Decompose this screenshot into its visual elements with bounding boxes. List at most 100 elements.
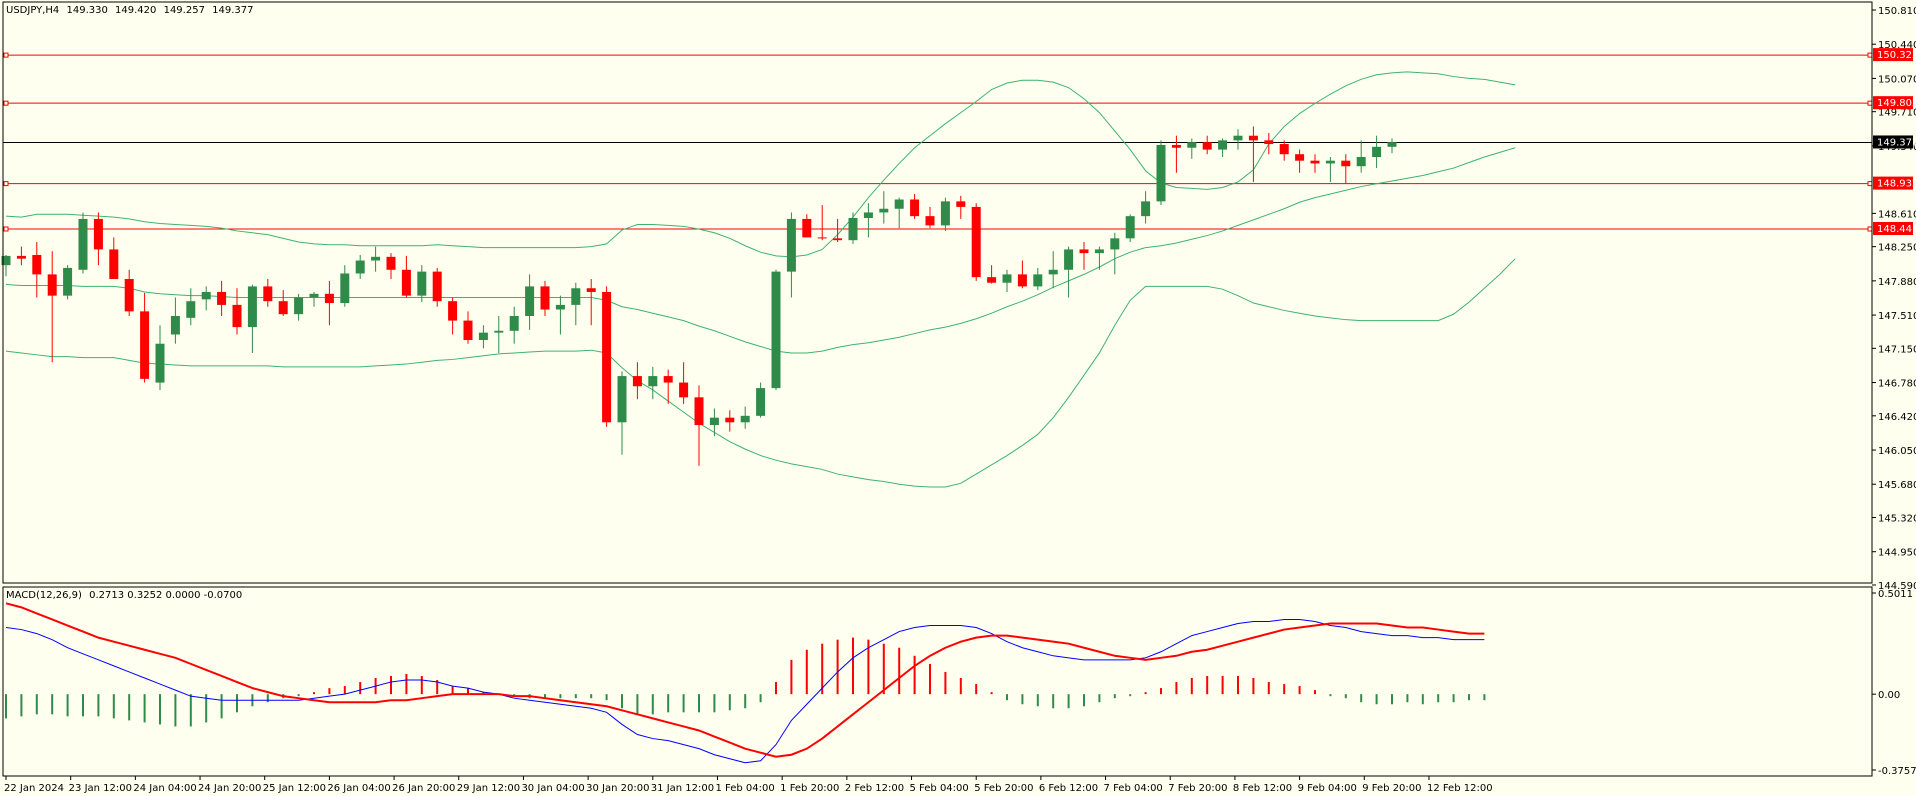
candle-body xyxy=(602,291,612,423)
candle-body xyxy=(1233,135,1243,141)
candle-body xyxy=(848,217,858,241)
candle-body xyxy=(786,218,796,272)
time-label: 26 Jan 04:00 xyxy=(327,783,390,794)
candle-body xyxy=(494,330,504,333)
candle-body xyxy=(47,274,57,296)
price-tick-label: 146.780 xyxy=(1878,379,1916,390)
macd-tick-label: 0.5011 xyxy=(1878,589,1913,600)
candle-body xyxy=(1110,238,1120,250)
level-marker xyxy=(1867,226,1873,232)
time-label: 2 Feb 12:00 xyxy=(845,783,904,794)
candle-body xyxy=(1264,140,1274,145)
candle-body xyxy=(1218,140,1228,150)
candle-body xyxy=(709,417,719,426)
price-frame xyxy=(2,1,1873,584)
level-label: 148.932 xyxy=(1877,179,1916,190)
level-label: 150.322 xyxy=(1877,50,1916,61)
price-tick-label: 150.070 xyxy=(1878,74,1916,85)
level-marker xyxy=(3,52,9,58)
candle-body xyxy=(1033,274,1043,287)
candle-body xyxy=(694,397,704,426)
time-label: 29 Jan 12:00 xyxy=(457,783,520,794)
candle-body xyxy=(679,382,689,398)
candle-body xyxy=(586,288,596,292)
candle-body xyxy=(478,332,488,341)
candle-body xyxy=(1002,274,1012,283)
candle-body xyxy=(956,201,966,207)
candle-body xyxy=(1279,144,1289,155)
level-marker xyxy=(3,226,9,232)
candle-body xyxy=(340,273,350,304)
candle-body xyxy=(894,199,904,209)
candle-body xyxy=(1094,249,1104,254)
level-label: 149.802 xyxy=(1877,98,1916,109)
candle-body xyxy=(309,293,319,298)
candle-body xyxy=(1048,269,1058,275)
macd-frame xyxy=(2,586,1873,777)
candle-body xyxy=(571,288,581,305)
bollinger-lower xyxy=(5,258,1516,488)
candle-body xyxy=(971,206,981,278)
level-label-box xyxy=(1873,176,1913,190)
price-panel xyxy=(1,52,1873,488)
candle-body xyxy=(632,376,642,387)
candle-body xyxy=(925,216,935,226)
level-marker xyxy=(1867,181,1873,187)
candle-body xyxy=(740,415,750,423)
low-value: 149.257 xyxy=(163,5,205,16)
time-label: 8 Feb 12:00 xyxy=(1233,783,1292,794)
macd-values: 0.2713 0.3252 0.0000 -0.0700 xyxy=(89,590,243,601)
candle-body xyxy=(1248,135,1258,141)
candle-body xyxy=(879,208,889,213)
candle-body xyxy=(1325,160,1335,164)
candle-body xyxy=(1156,144,1166,202)
candle-body xyxy=(63,267,73,296)
candle-body xyxy=(324,293,334,304)
candle-body xyxy=(617,376,627,423)
level-marker xyxy=(3,100,9,106)
macd-tick-label: -0.3757 xyxy=(1878,766,1916,777)
candle-body xyxy=(1017,274,1027,287)
level-marker xyxy=(1867,100,1873,106)
candle-body xyxy=(78,218,88,270)
candle-body xyxy=(1079,249,1089,254)
macd-label: MACD(12,26,9) xyxy=(6,590,82,601)
candle-body xyxy=(278,301,288,315)
bollinger-middle xyxy=(5,147,1516,354)
macd-panel xyxy=(5,602,1486,764)
macd-line xyxy=(5,618,1485,764)
price-tick-label: 144.950 xyxy=(1878,548,1916,559)
candle-body xyxy=(509,315,519,331)
time-label: 9 Feb 20:00 xyxy=(1362,783,1421,794)
open-value: 149.330 xyxy=(66,5,108,16)
candle-body xyxy=(232,304,242,328)
candle-body xyxy=(263,286,273,302)
time-label: 1 Feb 04:00 xyxy=(715,783,774,794)
candle-body xyxy=(1295,154,1305,161)
candle-body xyxy=(1,255,11,266)
time-label: 23 Jan 12:00 xyxy=(69,783,132,794)
time-label: 5 Feb 20:00 xyxy=(974,783,1033,794)
candle-body xyxy=(355,260,365,274)
price-tick-label: 146.420 xyxy=(1878,412,1916,423)
candle-body xyxy=(386,256,396,270)
candle-body xyxy=(1341,160,1351,167)
price-tick-label: 147.150 xyxy=(1878,344,1916,355)
candle-body xyxy=(155,343,165,383)
time-label: 7 Feb 20:00 xyxy=(1168,783,1227,794)
price-tick-label: 146.050 xyxy=(1878,446,1916,457)
macd-tick-label: 0.00 xyxy=(1878,690,1900,701)
time-label: 31 Jan 12:00 xyxy=(651,783,714,794)
candle-body xyxy=(1356,156,1366,167)
price-tick-label: 150.440 xyxy=(1878,40,1916,51)
candle-body xyxy=(1202,142,1212,150)
price-tick-label: 144.590 xyxy=(1878,581,1916,592)
time-label: 25 Jan 12:00 xyxy=(263,783,326,794)
candle-body xyxy=(16,255,26,259)
candle-body xyxy=(1064,249,1074,270)
candle-body xyxy=(32,254,42,275)
chart-header: USDJPY,H4 149.330 149.420 149.257 149.37… xyxy=(6,5,257,16)
